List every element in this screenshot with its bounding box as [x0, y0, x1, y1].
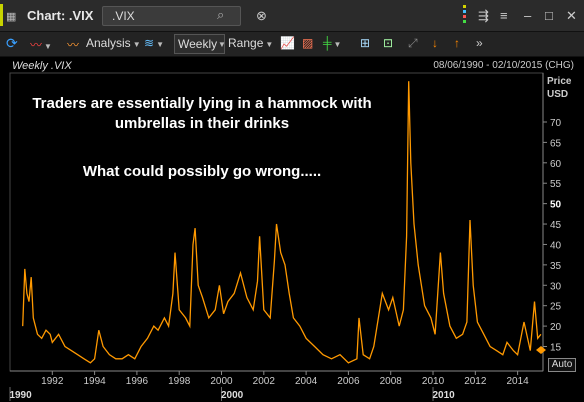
analysis-label: Analysis: [86, 36, 131, 50]
zoom-box-icon[interactable]: ⊞: [360, 36, 371, 50]
arrow-up-icon[interactable]: ↑: [454, 36, 460, 50]
arrow-down-icon[interactable]: ↓: [432, 36, 438, 50]
y-tick-label: 50: [550, 200, 562, 211]
clear-icon[interactable]: ⊗: [256, 8, 267, 23]
y-tick-label: 65: [550, 138, 562, 149]
decade-label: 1990: [9, 390, 32, 401]
window-color-dots: [463, 3, 473, 27]
x-tick-label: 1992: [41, 376, 64, 387]
y-tick-label: 30: [550, 281, 562, 292]
y-tick-label: 40: [550, 240, 562, 251]
zoom-fit-icon[interactable]: ⊡: [383, 36, 394, 50]
x-tick-label: 2000: [210, 376, 233, 387]
interval-select[interactable]: Weekly ▼: [174, 34, 226, 54]
x-tick-label: 1994: [83, 376, 106, 387]
maximize-icon[interactable]: □: [545, 8, 553, 23]
y-tick-label: 70: [550, 118, 562, 129]
x-tick-label: 1996: [126, 376, 149, 387]
y-tick-label: 20: [550, 322, 562, 333]
decade-label: 2010: [432, 390, 455, 401]
minimize-icon[interactable]: –: [524, 8, 532, 23]
overlay-icon[interactable]: ≋ ▼: [144, 36, 164, 50]
crosshair-icon[interactable]: ╪ ▼: [323, 36, 342, 50]
more-chevron-icon[interactable]: »: [476, 36, 483, 50]
auto-scale-button[interactable]: Auto: [548, 358, 576, 372]
annotation-line2: umbrellas in their drinks: [114, 115, 290, 132]
chart-label: Weekly .VIX: [12, 60, 72, 72]
chart-panel[interactable]: Weekly .VIX 08/06/1990 - 02/10/2015 (CHG…: [0, 57, 584, 402]
annotation-line3: What could possibly go wrong.....: [82, 163, 322, 180]
y-axis-title-line1: Price: [547, 76, 572, 87]
highlight-icon[interactable]: ▨: [302, 36, 314, 50]
window-title: Chart: .VIX: [27, 8, 94, 23]
y-axis-title-line2: USD: [547, 89, 569, 100]
series-line-vix: [22, 81, 542, 364]
y-tick-label: 15: [550, 343, 562, 354]
search-icon[interactable]: ⌕: [217, 7, 225, 22]
chevron-down-icon: ▼: [132, 40, 141, 49]
interval-label: Weekly: [178, 37, 218, 51]
chevron-down-icon: ▼: [333, 40, 342, 49]
y-tick-label: 35: [550, 261, 562, 272]
y-tick-label: 45: [550, 220, 562, 231]
chevron-down-icon: ▼: [265, 40, 274, 49]
decade-label: 2000: [221, 390, 244, 401]
window-titlebar: ▦ Chart: .VIX .VIX ⌕ ⊗ ⇶ ≡ – □ ✕: [0, 0, 584, 32]
analysis-menu[interactable]: Analysis ▼: [86, 36, 141, 50]
y-axis-title: Price USD: [547, 75, 571, 101]
range-label: Range: [228, 36, 264, 50]
menu-icon[interactable]: ≡: [500, 8, 508, 23]
x-tick-label: 1998: [168, 376, 191, 387]
vix-line-chart[interactable]: 15 20 25 30 35 40 45 50 55 60 65 70 1992 1994 1996 199…: [0, 57, 584, 402]
symbol-input-value: .VIX: [112, 9, 135, 23]
x-tick-label: 2002: [253, 376, 276, 387]
annotation-line1: Traders are essentially lying in a hammo…: [32, 95, 372, 112]
symbol-input[interactable]: .VIX ⌕: [102, 6, 241, 26]
expand-icon[interactable]: ⤢: [408, 36, 418, 50]
chart-toolbar: ⟳ 〰 ▼ 〰 Analysis ▼ ≋ ▼ Weekly ▼ Range ▼ 📈 ▨ …: [0, 32, 584, 57]
chevron-down-icon: ▼: [44, 42, 52, 51]
draw-line-icon[interactable]: 📈: [280, 36, 295, 50]
x-tick-label: 2008: [380, 376, 403, 387]
y-tick-label: 25: [550, 302, 562, 313]
x-tick-label: 2014: [506, 376, 529, 387]
x-tick-label: 2012: [464, 376, 487, 387]
chevron-down-icon: ▼: [218, 40, 226, 49]
chart-type-icon[interactable]: 〰 ▼: [30, 38, 52, 52]
link-icon[interactable]: ⇶: [478, 8, 489, 23]
y-tick-label: 60: [550, 159, 562, 170]
range-menu[interactable]: Range ▼: [228, 36, 273, 50]
chevron-down-icon: ▼: [156, 40, 164, 49]
x-tick-label: 2010: [422, 376, 445, 387]
refresh-icon[interactable]: ⟳: [6, 35, 18, 51]
last-price-marker: [536, 346, 546, 354]
date-range: 08/06/1990 - 02/10/2015 (CHG): [433, 60, 574, 71]
close-icon[interactable]: ✕: [566, 8, 577, 23]
analysis-icon[interactable]: 〰: [67, 38, 80, 52]
chart-app-icon: ▦: [6, 11, 17, 23]
x-tick-label: 2004: [295, 376, 318, 387]
y-tick-label: 55: [550, 179, 562, 190]
x-tick-label: 2006: [337, 376, 360, 387]
window-accent-edge: [0, 4, 3, 26]
